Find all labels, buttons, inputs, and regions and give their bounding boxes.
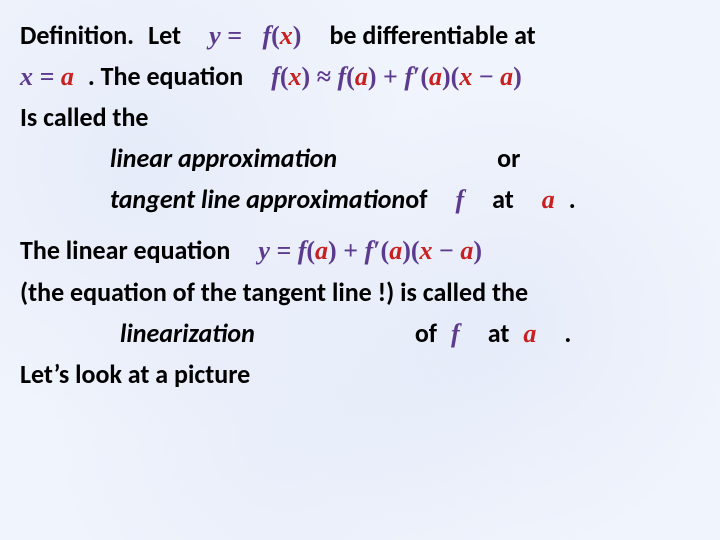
line-9: Let’s look at a picture — [20, 357, 700, 392]
eq-y-equals-fx: y = f(x) — [209, 18, 301, 53]
line-5: tangent line approximation of f at a . — [20, 182, 700, 217]
at-word-2: at — [488, 316, 510, 351]
a-symbol: a — [542, 182, 555, 217]
lets-look-text: Let’s look at a picture — [20, 357, 250, 392]
linear-equation-text: The linear equation — [20, 233, 230, 268]
approx-equation: f(x) ≈ f(a) + f′(a)(x − a) — [271, 59, 522, 94]
term-linear-approximation: linear approximation — [110, 141, 337, 176]
slide-body: Definition. Let y = f(x) be differentiab… — [0, 0, 720, 540]
of-word-2: of — [415, 316, 437, 351]
x-equals-a: x = a — [20, 59, 74, 94]
line-8: linearization of f at a . — [20, 316, 700, 351]
let-word: Let — [148, 18, 181, 53]
line-4: linear approximation or — [20, 141, 700, 176]
period-2: . — [564, 316, 571, 351]
differentiable-text: be differentiable at — [329, 18, 535, 53]
term-tangent-line-approximation: tangent line approximation — [110, 182, 405, 217]
a-symbol-2: a — [523, 316, 536, 351]
is-called-the: Is called the — [20, 100, 149, 135]
f-symbol: f — [455, 182, 464, 217]
line-6: The linear equation y = f(a) + f′(a)(x −… — [20, 233, 700, 268]
tangent-line-parenthetical: (the equation of the tangent line !) is … — [20, 275, 528, 310]
or-word: or — [497, 141, 520, 176]
period-1: . — [569, 182, 576, 217]
term-linearization: linearization — [120, 316, 255, 351]
of-word: of — [405, 182, 427, 217]
definition-label: Definition. — [20, 18, 134, 53]
line-3: Is called the — [20, 100, 700, 135]
line-2: x = a . The equation f(x) ≈ f(a) + f′(a)… — [20, 59, 700, 94]
line-7: (the equation of the tangent line !) is … — [20, 275, 700, 310]
the-equation-text: . The equation — [88, 59, 243, 94]
tangent-line-equation: y = f(a) + f′(a)(x − a) — [258, 233, 482, 268]
f-symbol-2: f — [451, 316, 460, 351]
at-word: at — [492, 182, 514, 217]
line-1: Definition. Let y = f(x) be differentiab… — [20, 18, 700, 53]
